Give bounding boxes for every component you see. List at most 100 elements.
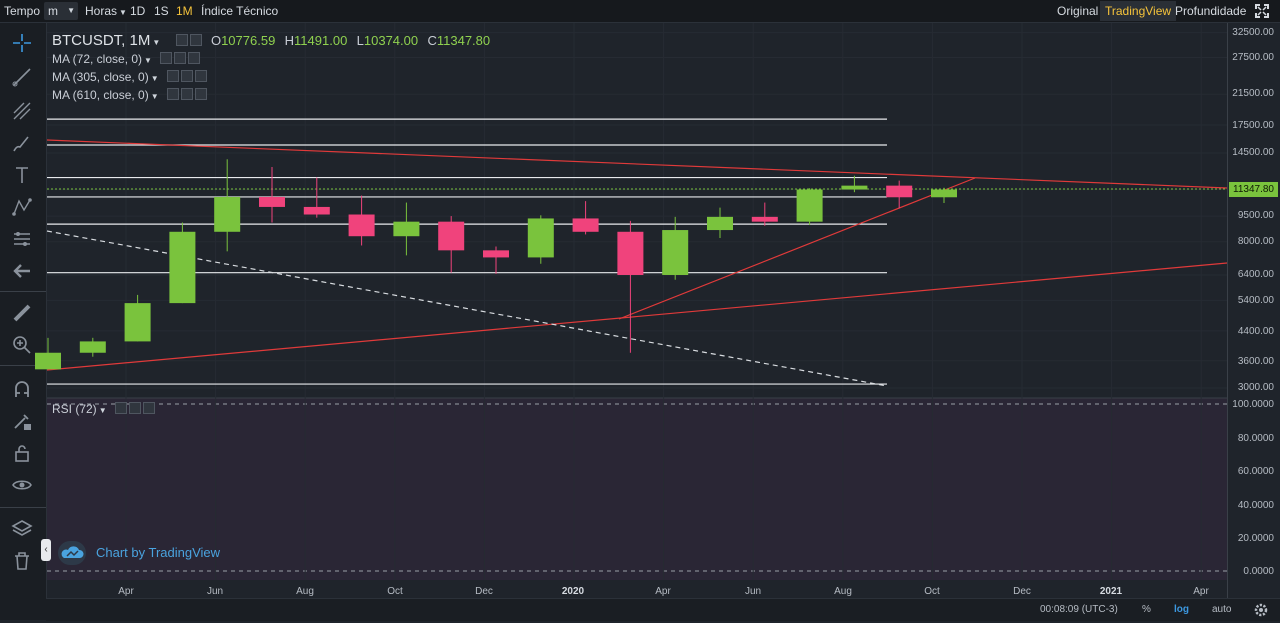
percent-scale-button[interactable]: %: [1142, 604, 1151, 615]
auto-scale-button[interactable]: auto: [1212, 604, 1232, 615]
candle-body: [483, 250, 509, 258]
ma-label[interactable]: MA (305, close, 0): [52, 70, 149, 84]
candle-body: [169, 231, 196, 304]
price-tick: 4400.00: [1237, 326, 1274, 337]
rsi-legend: RSI (72) ▼: [52, 402, 155, 416]
time-tick: Oct: [387, 586, 403, 597]
high-label: H: [284, 33, 295, 48]
candle-body: [527, 218, 554, 258]
view-original-button[interactable]: Original: [1057, 4, 1099, 18]
settings-mini-icon[interactable]: [159, 52, 172, 64]
candle-body: [35, 352, 61, 370]
chevron-down-icon[interactable]: ▼: [144, 56, 152, 65]
settings-mini-icon[interactable]: [173, 52, 186, 64]
fullscreen-icon[interactable]: [1254, 3, 1270, 19]
interval-value: m: [48, 4, 58, 18]
close-mini-icon[interactable]: [187, 52, 200, 64]
symbol-title[interactable]: BTCUSDT, 1M: [52, 32, 151, 49]
settings-mini-icon[interactable]: [166, 88, 179, 100]
candle-body: [79, 341, 106, 353]
price-tick: 9500.00: [1237, 210, 1274, 221]
settings-mini-icon[interactable]: [180, 70, 193, 82]
chevron-down-icon[interactable]: ▼: [150, 92, 159, 101]
open-label: O: [210, 33, 222, 48]
price-axis[interactable]: 32500.00 27500.00 21500.00 17500.00 1450…: [1227, 23, 1280, 603]
settings-mini-icon[interactable]: [128, 402, 141, 414]
settings-mini-icon[interactable]: [114, 402, 127, 414]
close-mini-icon[interactable]: [194, 88, 207, 100]
hide-mini-icon[interactable]: [189, 34, 202, 46]
close-mini-icon[interactable]: [142, 402, 155, 414]
log-scale-button[interactable]: log: [1174, 604, 1189, 615]
ma-label[interactable]: MA (72, close, 0): [52, 52, 143, 66]
timeframe-1m-button[interactable]: 1M: [176, 4, 193, 18]
rsi-tick: 0.0000: [1243, 566, 1274, 577]
price-tick: 5400.00: [1237, 295, 1274, 306]
rsi-label[interactable]: RSI (72): [52, 402, 97, 416]
rsi-tick: 40.0000: [1237, 500, 1274, 511]
time-tick: Apr: [118, 586, 134, 597]
candle-body: [707, 216, 733, 231]
trash-icon[interactable]: [10, 549, 34, 573]
eye-icon[interactable]: [10, 473, 34, 497]
fib-icon[interactable]: [10, 99, 34, 123]
gear-icon[interactable]: [1253, 602, 1269, 618]
low-label: L: [356, 33, 364, 48]
price-tick: 14500.00: [1232, 147, 1274, 158]
unlock-icon[interactable]: [10, 441, 34, 465]
view-tradingview-button[interactable]: TradingView: [1100, 1, 1177, 21]
forecast-icon[interactable]: [10, 227, 34, 251]
candle-body: [796, 189, 823, 222]
timeframe-1d-button[interactable]: 1D: [130, 4, 146, 18]
hours-dropdown[interactable]: Horas ▼: [85, 0, 127, 22]
grid: [47, 23, 1227, 580]
timeframe-1s-button[interactable]: 1S: [154, 4, 169, 18]
chevron-down-icon[interactable]: ▼: [98, 406, 107, 415]
chevron-down-icon[interactable]: ▼: [152, 38, 161, 47]
candle-body: [841, 185, 868, 190]
open-value: 10776.59: [221, 33, 276, 48]
settings-mini-icon[interactable]: [175, 34, 188, 46]
technical-indicator-button[interactable]: Índice Técnico: [201, 4, 279, 18]
view-depth-button[interactable]: Profundidade: [1175, 4, 1247, 18]
low-value: 10374.00: [363, 33, 419, 48]
ma-label[interactable]: MA (610, close, 0): [52, 88, 149, 102]
time-tick: Jun: [744, 586, 762, 597]
trend-line-icon[interactable]: [10, 65, 34, 89]
magnet-icon[interactable]: [10, 377, 34, 401]
back-arrow-icon[interactable]: [10, 259, 34, 283]
cloud-icon: [58, 541, 86, 565]
candle-body: [931, 189, 957, 198]
collapse-toolbar-button[interactable]: ‹: [41, 539, 51, 561]
zoom-icon[interactable]: [10, 333, 34, 357]
chevron-down-icon: ▼: [67, 6, 75, 15]
text-icon[interactable]: [10, 163, 34, 187]
brush-icon[interactable]: [10, 131, 34, 155]
chevron-down-icon[interactable]: ▼: [150, 74, 159, 83]
time-tick: Apr: [655, 586, 671, 597]
clock-readout[interactable]: 00:08:09 (UTC-3): [1040, 604, 1118, 615]
resistance-trendline: [46, 139, 1228, 189]
settings-mini-icon[interactable]: [166, 70, 179, 82]
time-tick: Aug: [296, 586, 314, 597]
layers-icon[interactable]: [10, 517, 34, 541]
last-price-tag: 11347.80: [1229, 182, 1278, 197]
rsi-tick: 80.0000: [1237, 433, 1274, 444]
watermark-text[interactable]: Chart by TradingView: [96, 545, 221, 560]
candle-body: [259, 196, 285, 207]
price-pane: [47, 23, 1227, 398]
symbol-legend: BTCUSDT, 1M ▼ O10776.59 H11491.00 L10374.…: [52, 32, 490, 49]
close-mini-icon[interactable]: [194, 70, 207, 82]
drawing-toolbar: [0, 23, 47, 620]
interval-select[interactable]: m ▼: [44, 2, 78, 20]
close-label: C: [427, 33, 437, 48]
hours-label: Horas: [85, 4, 118, 18]
crosshair-icon[interactable]: [10, 31, 34, 55]
time-tick: Dec: [475, 586, 493, 597]
tempo-label: Tempo: [4, 4, 41, 18]
settings-mini-icon[interactable]: [180, 88, 193, 100]
lock-draw-icon[interactable]: [10, 409, 34, 433]
ruler-icon[interactable]: [10, 301, 34, 325]
pattern-icon[interactable]: [10, 195, 34, 219]
